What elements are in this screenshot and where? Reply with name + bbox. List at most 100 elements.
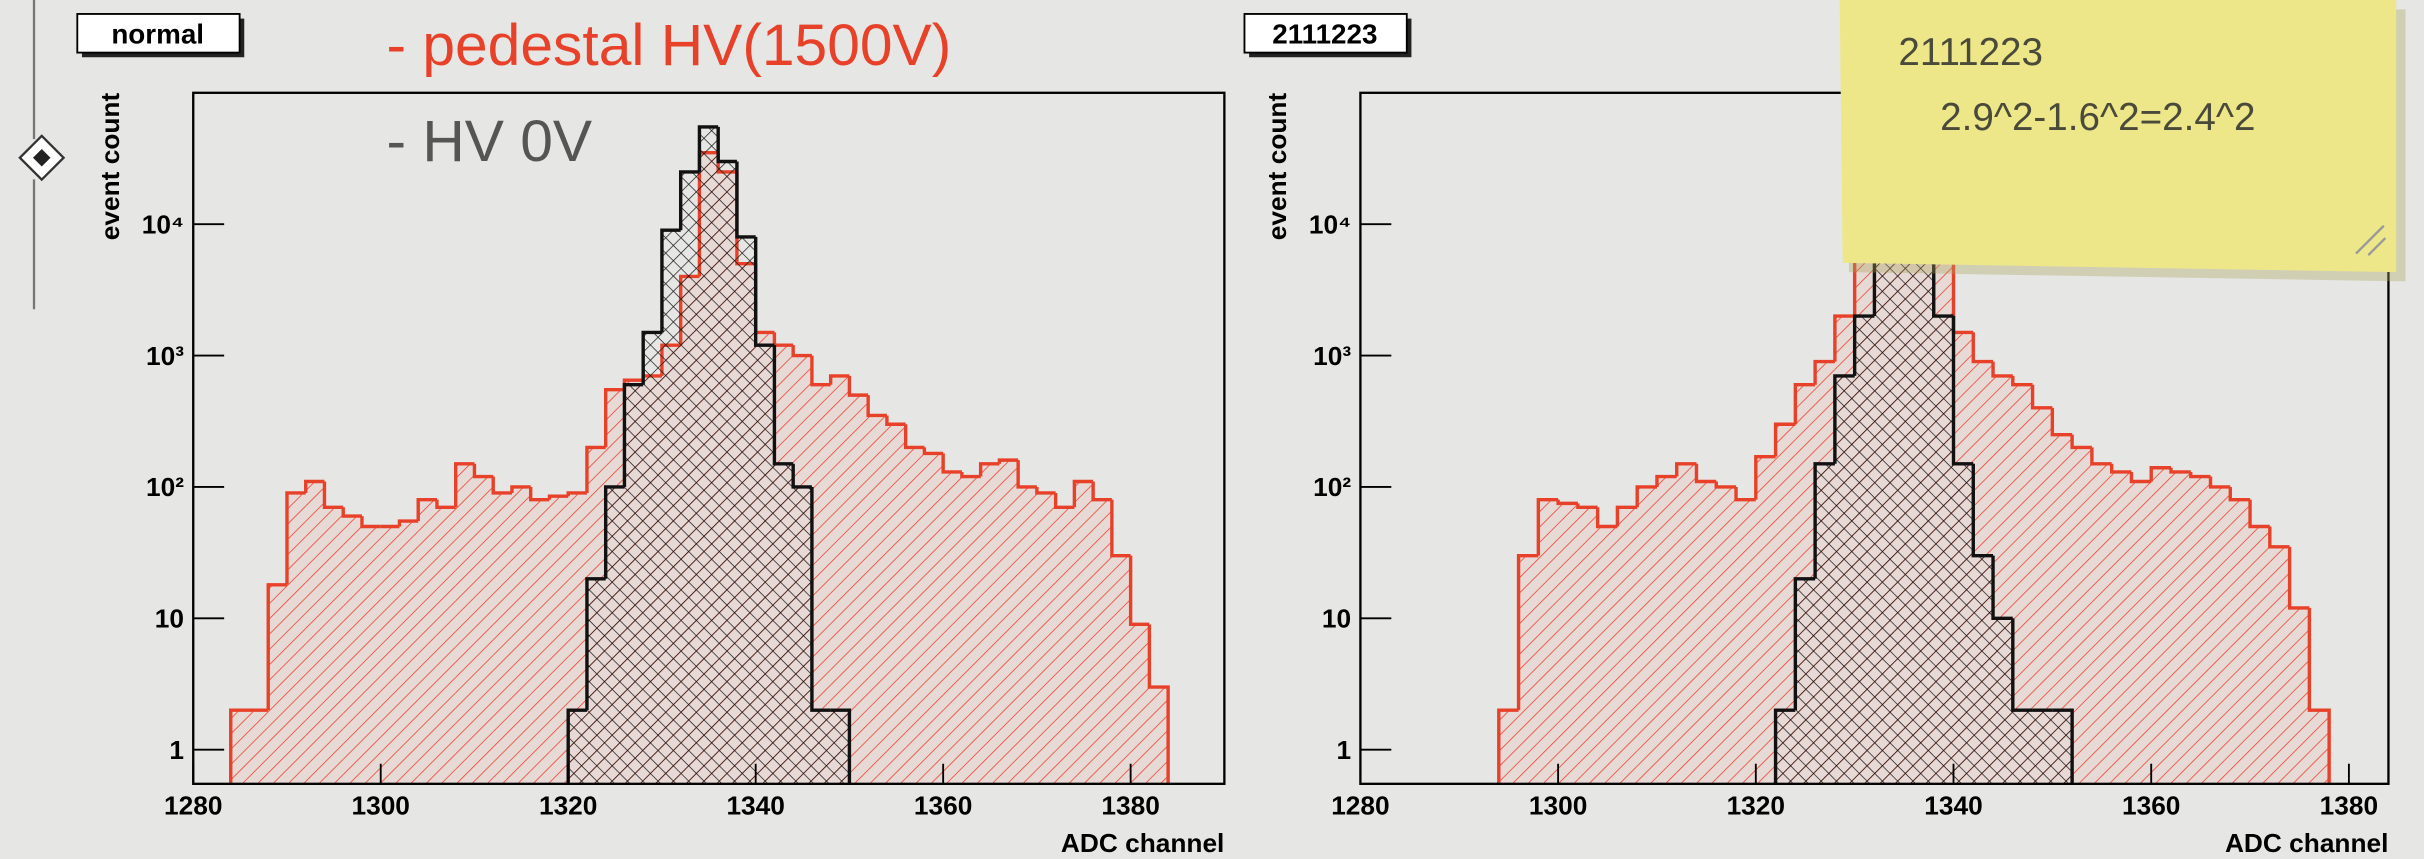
histogram-outline <box>1556 499 1578 506</box>
histogram-bin <box>549 496 569 784</box>
histogram-bin <box>1795 578 1816 784</box>
x-tick-label: 1360 <box>914 791 972 821</box>
histogram-bin <box>924 453 944 784</box>
histogram-outline <box>454 462 475 508</box>
histogram-bin <box>1036 492 1056 784</box>
histogram-outline <box>1754 454 1776 500</box>
histogram-bin <box>1597 526 1618 784</box>
legend-entry: - pedestal HV(1500V) <box>386 13 951 78</box>
histogram-outline <box>922 447 944 456</box>
histogram-bin <box>2210 486 2231 784</box>
histogram-outline <box>547 494 569 500</box>
histogram-bin <box>2091 463 2112 784</box>
y-tick-label: 10⁴ <box>142 209 184 239</box>
histogram-bin <box>2052 434 2073 784</box>
histogram-outline <box>1016 460 1037 489</box>
histogram-bin <box>1018 486 1037 784</box>
histogram-bin <box>1055 507 1075 784</box>
histogram-bin <box>1933 316 1954 784</box>
histogram-outline <box>1852 314 1875 376</box>
histogram-outline <box>491 476 512 495</box>
histogram-outline <box>603 485 625 579</box>
histogram-outline <box>2052 708 2074 784</box>
histogram-bin <box>586 578 606 784</box>
histogram-outline <box>735 161 756 239</box>
side-diamond-dot <box>32 148 51 167</box>
histogram-bin <box>1617 507 1638 784</box>
histogram-bin <box>1775 710 1796 784</box>
histogram-bin <box>2032 407 2053 784</box>
histogram-bin <box>699 126 719 784</box>
histogram-bin <box>886 424 906 784</box>
plots: 1280 1300 1320 1340 1360 1380 1 10 10² 10³ 10⁴ ADC … <box>76 13 2390 858</box>
note-line: 2111223 <box>1898 31 2043 74</box>
histogram-bin <box>1696 481 1717 784</box>
histogram-outline <box>510 485 531 493</box>
title-box <box>76 13 241 54</box>
histogram-bin <box>2032 710 2053 784</box>
note-grip <box>2367 237 2387 256</box>
histogram-bin <box>811 384 831 784</box>
chart: 1280 1300 1320 1340 1360 1380 1 10 10² 10³ 10⁴ ADC … <box>1243 13 2390 858</box>
histogram-outline <box>1793 577 1816 711</box>
histogram-outline <box>2129 471 2152 484</box>
histogram-outline <box>229 708 250 784</box>
x-tick-label: 1320 <box>1727 791 1785 821</box>
histogram-outline <box>1536 497 1559 556</box>
histogram-bin <box>811 710 831 784</box>
histogram-bin <box>436 507 456 784</box>
note-paper <box>1839 0 2397 273</box>
histogram-bin <box>511 486 531 784</box>
histogram-outline <box>1110 499 1131 558</box>
histogram-outline <box>1694 463 1717 484</box>
y-tick-label: 10³ <box>146 341 184 371</box>
histogram-outline <box>697 125 719 172</box>
histogram-bin <box>2072 447 2092 784</box>
histogram-outline <box>1615 505 1638 527</box>
histogram-outline <box>2248 499 2270 529</box>
legend: - pedestal HV(1500V) - HV 0V <box>386 13 951 174</box>
histogram-bin <box>2250 526 2270 784</box>
histogram-outline <box>1773 422 1796 457</box>
y-tick-label: 10³ <box>1313 341 1351 371</box>
histogram-bin <box>2151 467 2171 784</box>
histogram-outline <box>1053 492 1075 509</box>
histogram-outline <box>1971 332 1994 364</box>
histogram-bin <box>1973 555 1994 784</box>
histogram-bin <box>343 516 362 784</box>
histogram-bin <box>1149 687 1169 784</box>
histogram-outline <box>1635 485 1657 508</box>
histogram-outline <box>416 497 437 522</box>
histogram-bin <box>2289 607 2310 784</box>
histogram-bin <box>1656 476 1677 784</box>
histogram-bin <box>418 499 437 784</box>
histogram-bin <box>361 526 381 784</box>
histogram-bin <box>1854 316 1875 784</box>
x-axis-label: ADC channel <box>2225 828 2388 858</box>
histogram-bin <box>1558 503 1578 784</box>
histogram-bin <box>1913 184 1934 784</box>
histogram-bin <box>1815 463 1835 784</box>
histogram-outline <box>885 415 906 426</box>
histogram-outline <box>1675 462 1697 477</box>
histogram-outline <box>847 375 869 397</box>
histogram-bin <box>1498 710 1519 784</box>
y-tick-label: 1 <box>1337 735 1352 765</box>
histogram-bin <box>493 492 512 784</box>
x-tick-label: 1360 <box>2122 791 2180 821</box>
histogram-bin <box>399 521 419 784</box>
histogram-outline <box>1813 359 1835 385</box>
histogram-outline <box>2149 466 2171 482</box>
histogram-bin <box>1074 481 1094 784</box>
histogram-bin <box>2230 499 2251 784</box>
histogram-outline <box>810 486 831 712</box>
histogram-bin <box>2012 384 2033 784</box>
legend-entry: - HV 0V <box>386 109 592 174</box>
histogram-bin <box>1518 555 1539 784</box>
histogram-outline <box>2011 375 2033 387</box>
histogram-bin <box>980 463 1000 784</box>
histogram-outline <box>1714 481 1737 489</box>
histogram-outline <box>2208 476 2231 489</box>
x-tick-label: 1320 <box>539 791 597 821</box>
